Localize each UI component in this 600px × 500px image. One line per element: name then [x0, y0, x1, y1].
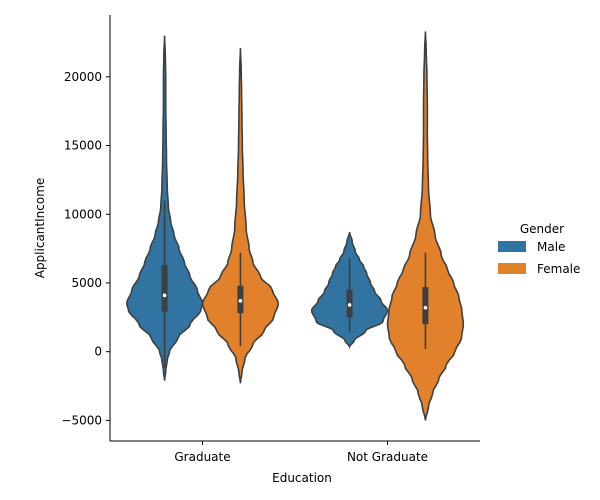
legend-label: Female — [537, 262, 580, 276]
violin-body — [201, 47, 280, 384]
legend-label: Male — [537, 240, 565, 254]
y-tick-label: 0 — [94, 345, 102, 359]
x-tick-label: Graduate — [174, 450, 230, 464]
median-dot — [238, 299, 243, 303]
y-tick-label: 10000 — [64, 207, 102, 221]
y-tick-label: −5000 — [61, 413, 102, 427]
y-axis-label: ApplicantIncome — [33, 178, 47, 279]
violin-male-graduate — [125, 35, 204, 381]
legend-title: Gender — [520, 222, 564, 236]
legend-item-male: Male — [498, 240, 565, 254]
quartile-box — [161, 265, 168, 312]
legend-item-female: Female — [498, 262, 580, 276]
violin-body — [386, 31, 465, 421]
axes: −5000 0 5000 10000 15000 20000 Graduate Not Gr… — [33, 15, 480, 485]
x-ticks: Graduate Not Graduate — [174, 441, 428, 464]
violin-male-not-graduate — [310, 232, 389, 350]
legend: Gender Male Female — [498, 222, 580, 276]
legend-swatch — [498, 241, 526, 252]
legend-items: Male Female — [498, 240, 580, 276]
plot-area — [125, 31, 465, 421]
violin-female-not-graduate — [386, 31, 465, 421]
legend-swatch — [498, 263, 526, 274]
x-tick-label: Not Graduate — [347, 450, 428, 464]
y-tick-label: 20000 — [64, 70, 102, 84]
y-tick-label: 5000 — [71, 276, 102, 290]
median-dot — [347, 303, 352, 307]
y-ticks: −5000 0 5000 10000 15000 20000 — [61, 70, 110, 427]
median-dot — [162, 293, 167, 298]
y-tick-label: 15000 — [64, 139, 102, 153]
violin-female-graduate — [201, 47, 280, 384]
quartile-box — [422, 287, 429, 325]
median-dot — [423, 305, 428, 310]
x-axis-label: Education — [272, 471, 332, 485]
